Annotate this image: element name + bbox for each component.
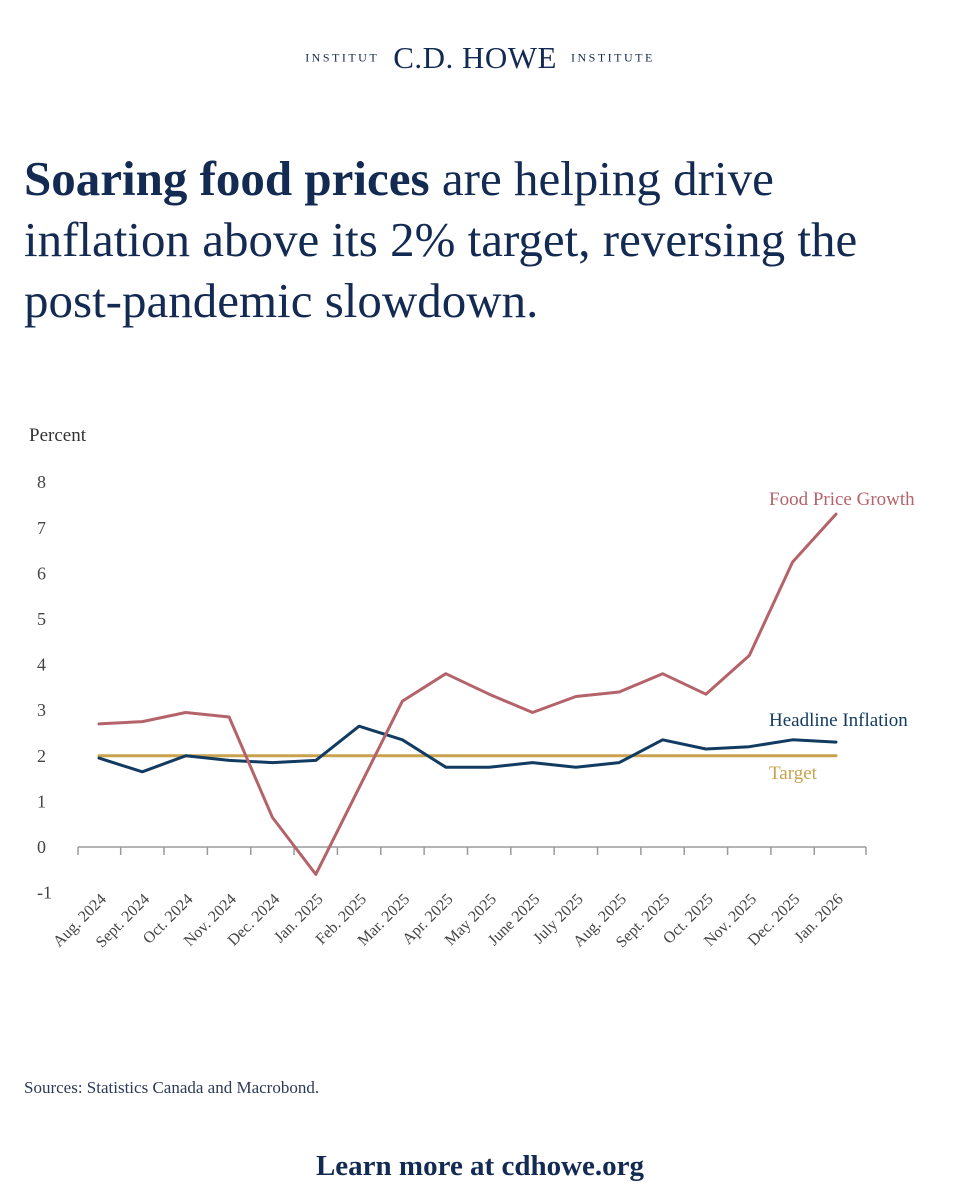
headline-rest: are helping drive inflation above its 2%… [24, 151, 858, 328]
y-tick-label: 0 [37, 837, 46, 857]
food-price-growth-line [97, 512, 838, 876]
brand-left-word: Institut [305, 50, 380, 65]
source-note: Sources: Statistics Canada and Macrobond… [24, 1078, 320, 1097]
y-tick-label: 4 [37, 655, 46, 675]
headline-inflation-label: Headline Inflation [769, 710, 908, 731]
target-label: Target [769, 763, 818, 784]
food-price-growth-label: Food Price Growth [769, 489, 915, 510]
headline-bold: Soaring food prices [24, 151, 430, 206]
y-tick-label: -1 [37, 883, 52, 903]
y-tick-label: 1 [37, 791, 46, 811]
y-tick-label: 7 [37, 518, 46, 538]
y-tick-label: 5 [37, 609, 46, 629]
brand-right-word: Institute [570, 50, 655, 65]
learn-more-link[interactable]: Learn more at cdhowe.org [315, 1150, 645, 1182]
headline-inflation-line [97, 724, 838, 774]
headline: Soaring food prices are helping drive in… [24, 148, 936, 331]
y-tick-label: 6 [37, 563, 46, 583]
y-tick-label: 3 [37, 700, 46, 720]
y-tick-label: 2 [37, 746, 46, 766]
y-tick-label: 8 [37, 472, 46, 492]
brand-header: Institut C.D. HOWE Institute [0, 40, 960, 76]
y-axis-title: Percent [29, 425, 87, 446]
brand-name: C.D. HOWE [393, 40, 557, 75]
